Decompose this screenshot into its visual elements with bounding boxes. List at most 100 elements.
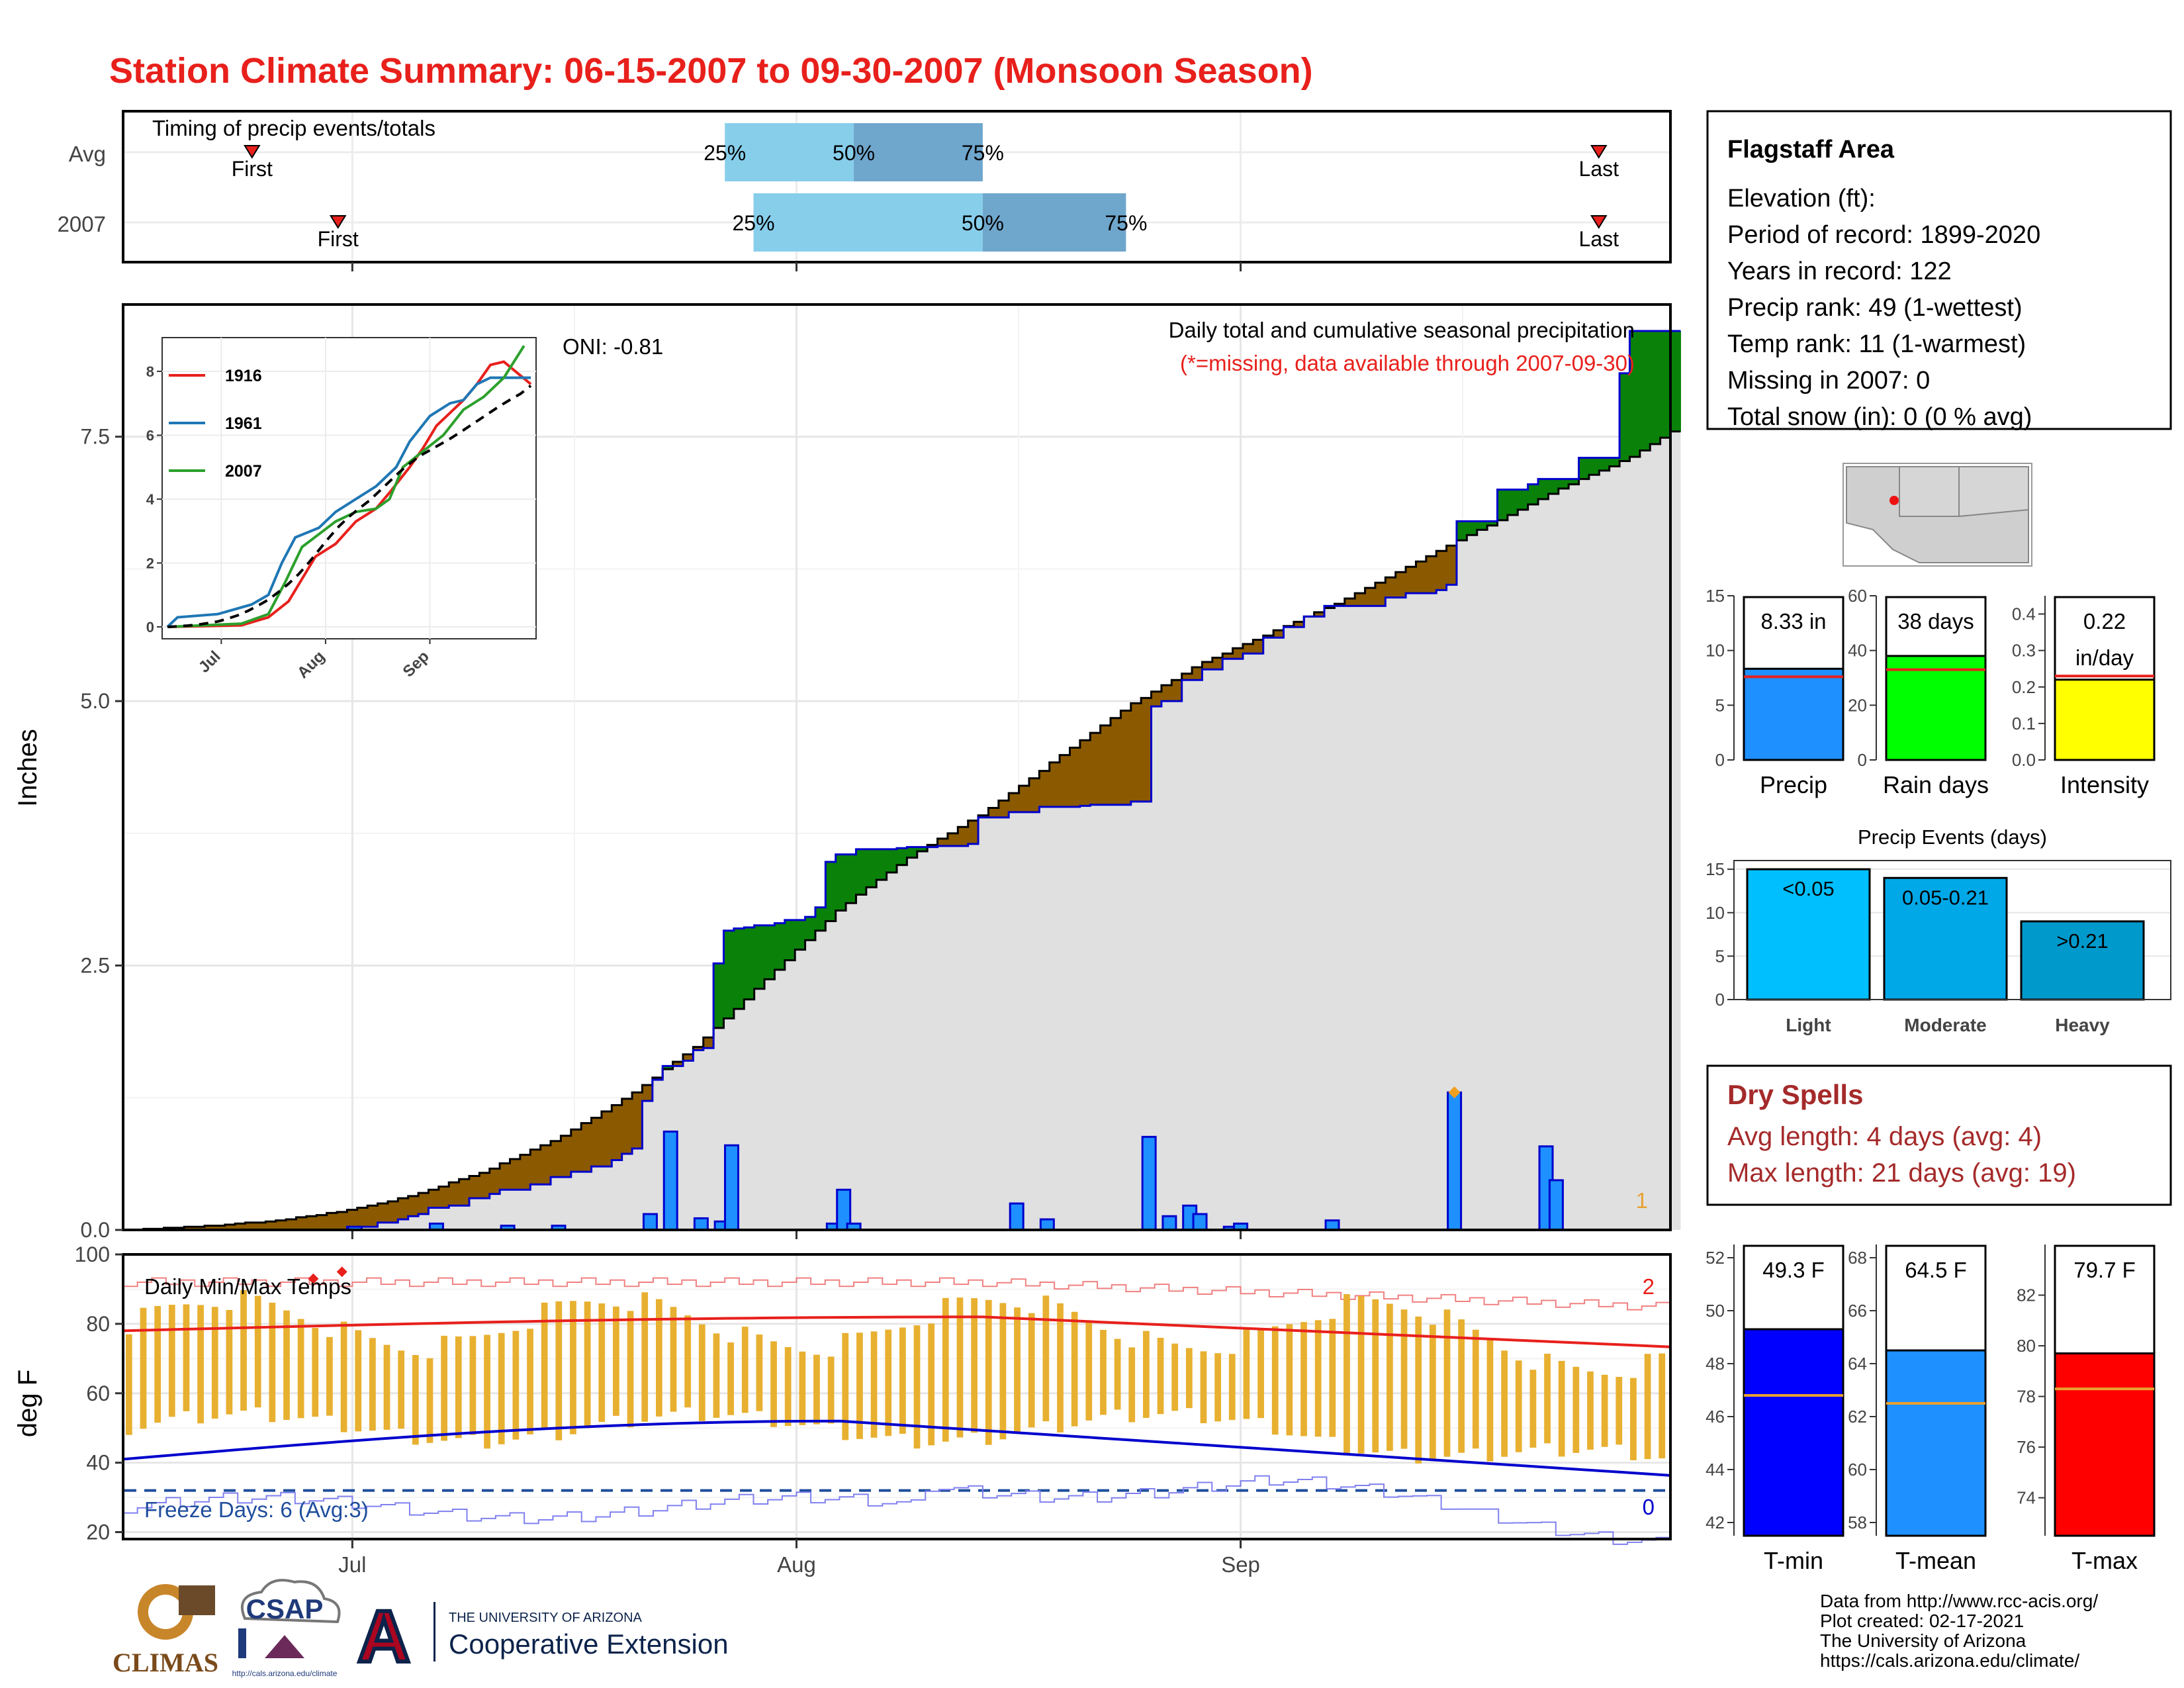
daily-temp-range-bar: [269, 1302, 276, 1423]
deficit-strip: [286, 1219, 297, 1230]
deficit-strip: [1111, 718, 1121, 805]
daily-temp-range-bar: [956, 1297, 964, 1438]
daily-temp-range-bar: [899, 1327, 906, 1434]
temp-summary-2-category: T-max: [2071, 1547, 2138, 1574]
deficit-strip: [1039, 771, 1050, 807]
temp-summary-2-ytick-4: 82: [2017, 1286, 2036, 1305]
deficit-strip: [398, 1198, 409, 1220]
deficit-strip: [1344, 598, 1355, 606]
daily-temp-range-bar: [727, 1342, 734, 1415]
surplus-strip: [856, 849, 867, 895]
xtick-Jul: Jul: [338, 1552, 366, 1577]
footer-line-2: The University of Arizona: [1820, 1630, 2026, 1651]
csap-url: http://cals.arizona.edu/climate: [232, 1669, 338, 1678]
deficit-strip: [1334, 604, 1345, 606]
daily-temp-range-bar: [1329, 1319, 1336, 1437]
daily-temp-range-bar: [598, 1303, 606, 1423]
deficit-strip: [296, 1217, 307, 1230]
daily-temp-range-bar: [1558, 1360, 1565, 1457]
surplus-strip: [1324, 606, 1336, 608]
temp-summary-1: 58 60 62 64 66 68 64.5 F T-mean: [1848, 1244, 1987, 1574]
precip-summary-2-ytick-1: 0.1: [2012, 714, 2036, 733]
deficit-strip: [479, 1172, 490, 1199]
deficit-strip: [947, 833, 958, 847]
deficit-strip: [255, 1222, 266, 1230]
temp-title: Daily Min/Max Temps: [144, 1274, 351, 1299]
temp-summary-panels: 42 44 46 48 50 52 49.3 F T-min 58 60 62 64 66 68 64.5 …: [1706, 1244, 2156, 1574]
deficit-strip: [1365, 588, 1376, 606]
events-ytick-0: 0: [1715, 990, 1725, 1009]
daily-temp-range-bar: [1400, 1309, 1408, 1449]
deficit-strip: [652, 1077, 663, 1080]
normal-min-line: [122, 1419, 1671, 1477]
surplus-strip: [835, 854, 846, 911]
deficit-strip: [1426, 556, 1437, 594]
surplus-strip: [1507, 489, 1518, 515]
precip-summary-1: 0 20 40 60 38 days Rain days: [1848, 586, 1989, 798]
deficit-strip: [937, 838, 948, 847]
event-category-0: Light: [1786, 1015, 1831, 1035]
surplus-strip: [805, 917, 816, 941]
surplus-strip: [1569, 479, 1580, 485]
precip-summary-1-ytick-1: 20: [1848, 695, 1867, 715]
temp-summary-0-value-label-0: 49.3 F: [1762, 1258, 1825, 1282]
deficit-strip: [1141, 698, 1152, 802]
station-marker: [1889, 496, 1899, 505]
deficit-strip: [205, 1225, 216, 1230]
deficit-strip: [1202, 662, 1213, 670]
deficit-strip: [1232, 648, 1244, 659]
daily-precip-bar: [662, 1130, 678, 1231]
precip-ylabel: Inches: [13, 729, 42, 807]
daily-temp-range-bar: [555, 1301, 563, 1440]
daily-temp-range-bar: [211, 1307, 218, 1419]
deficit-strip: [1385, 577, 1396, 598]
timing-avg-q25-q50: [725, 123, 854, 181]
temp-summary-1-ytick-4: 66: [1848, 1301, 1867, 1321]
locator-map: [1843, 463, 2032, 567]
event-bar-label-0: <0.05: [1782, 877, 1834, 900]
footer-line-0: Data from http://www.rcc-acis.org/: [1820, 1591, 2098, 1611]
surplus-strip: [1629, 330, 1641, 457]
events-title: Precip Events (days): [1858, 825, 2047, 849]
page-title: Station Climate Summary: 06-15-2007 to 0…: [109, 51, 1313, 91]
precip-summary-2-bar: [2054, 679, 2156, 761]
temp-summary-1-category: T-mean: [1895, 1547, 1976, 1574]
station-line-5: Missing in 2007: 0: [1727, 367, 1930, 395]
normal-max-line: [122, 1315, 1671, 1348]
temp-ytick-4: 100: [75, 1243, 110, 1266]
daily-temp-range-bar: [355, 1330, 362, 1432]
daily-temp-range-bar: [741, 1327, 749, 1413]
temp-summary-1-ytick-0: 58: [1848, 1513, 1867, 1532]
deficit-strip: [1242, 643, 1253, 654]
deficit-strip: [449, 1182, 460, 1206]
daily-temp-range-bar: [784, 1346, 792, 1427]
precip-ytick-2: 5.0: [81, 689, 110, 713]
deficit-strip: [347, 1209, 358, 1227]
surplus-strip: [1548, 479, 1559, 494]
deficit-strip: [968, 820, 979, 844]
deficit-strip: [958, 827, 969, 847]
ua-letter: A: [357, 1596, 410, 1677]
temp-summary-2-ytick-1: 76: [2017, 1437, 2036, 1457]
deficit-strip: [357, 1207, 368, 1227]
timing-y2007-pct-1: 50%: [962, 211, 1004, 235]
daily-temp-range-bar: [1214, 1353, 1222, 1422]
temp-summary-2: 74 76 78 80 82 79.7 F T-max: [2017, 1244, 2156, 1574]
surplus-strip: [1670, 330, 1681, 432]
daily-temp-range-bar: [1171, 1343, 1179, 1411]
deficit-strip: [1069, 747, 1081, 807]
daily-temp-range-bar: [312, 1328, 319, 1417]
climas-text: CLIMAS: [113, 1648, 218, 1677]
station-line-6: Total snow (in): 0 (0 % avg): [1727, 403, 2032, 431]
daily-temp-range-bar: [1157, 1337, 1164, 1415]
daily-temp-range-bar: [1085, 1321, 1093, 1421]
deficit-strip: [642, 1085, 653, 1102]
precip-subtitle: (*=missing, data available through 2007-…: [1180, 351, 1635, 375]
dry-line-0: Avg length: 4 days (avg: 4): [1727, 1122, 2042, 1151]
daily-temp-range-bar: [1486, 1340, 1494, 1462]
deficit-strip: [1293, 622, 1304, 628]
daily-temp-range-bar: [928, 1323, 935, 1446]
precip-base-fill: [123, 431, 1681, 1230]
daily-temp-range-bar: [1587, 1371, 1594, 1450]
